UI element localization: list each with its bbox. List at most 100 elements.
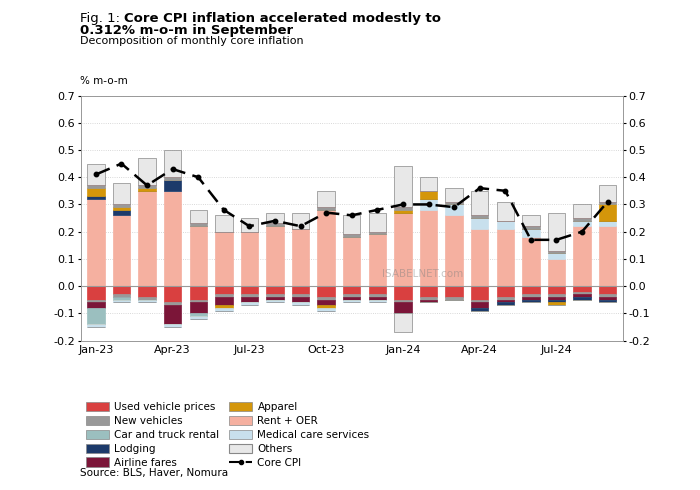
Bar: [190, 300, 207, 302]
Bar: [215, 297, 232, 305]
Bar: [496, 229, 514, 286]
Bar: [139, 297, 155, 300]
Bar: [394, 300, 412, 302]
Bar: [496, 221, 514, 229]
Bar: [548, 213, 565, 251]
Bar: [241, 218, 258, 232]
Bar: [343, 215, 360, 234]
Bar: [445, 188, 463, 202]
Bar: [496, 302, 514, 305]
Bar: [445, 215, 463, 286]
Bar: [496, 297, 514, 300]
Bar: [318, 300, 335, 305]
Bar: [343, 237, 360, 286]
Bar: [113, 207, 130, 210]
Bar: [292, 297, 309, 302]
Bar: [343, 294, 360, 297]
Bar: [215, 308, 232, 311]
Bar: [599, 204, 616, 221]
Bar: [573, 218, 591, 221]
Bar: [266, 300, 284, 302]
Bar: [190, 210, 207, 223]
Bar: [164, 302, 181, 305]
Bar: [573, 226, 591, 286]
Bar: [215, 294, 232, 297]
Bar: [522, 300, 540, 302]
Bar: [548, 251, 565, 253]
Bar: [241, 286, 258, 294]
Bar: [139, 286, 155, 297]
Bar: [573, 204, 591, 218]
Bar: [522, 286, 540, 294]
Bar: [599, 202, 616, 204]
Bar: [522, 297, 540, 300]
Bar: [369, 297, 386, 300]
Bar: [318, 286, 335, 297]
Bar: [266, 223, 284, 226]
Bar: [292, 213, 309, 229]
Bar: [88, 188, 104, 196]
Bar: [394, 286, 412, 300]
Bar: [113, 294, 130, 297]
Bar: [190, 313, 207, 316]
Bar: [343, 300, 360, 302]
Bar: [88, 185, 104, 188]
Bar: [548, 302, 565, 305]
Bar: [318, 191, 335, 207]
Bar: [471, 286, 489, 300]
Bar: [548, 294, 565, 297]
Bar: [369, 234, 386, 286]
Bar: [471, 191, 489, 215]
Bar: [369, 300, 386, 302]
Bar: [266, 213, 284, 223]
Bar: [420, 199, 438, 210]
Bar: [215, 232, 232, 286]
Bar: [471, 229, 489, 286]
Bar: [190, 302, 207, 313]
Bar: [88, 196, 104, 199]
Bar: [241, 302, 258, 305]
Bar: [420, 191, 438, 199]
Bar: [522, 237, 540, 286]
Bar: [266, 226, 284, 286]
Text: 0.312% m-o-m in September: 0.312% m-o-m in September: [80, 24, 293, 37]
Bar: [113, 183, 130, 204]
Bar: [599, 294, 616, 297]
Bar: [139, 300, 155, 302]
Bar: [113, 204, 130, 207]
Bar: [215, 215, 232, 232]
Bar: [215, 305, 232, 308]
Bar: [139, 191, 155, 286]
Bar: [88, 199, 104, 286]
Bar: [139, 185, 155, 188]
Bar: [548, 259, 565, 286]
Bar: [113, 210, 130, 215]
Bar: [113, 297, 130, 300]
Bar: [292, 294, 309, 297]
Bar: [369, 213, 386, 232]
Bar: [88, 286, 104, 300]
Bar: [343, 297, 360, 300]
Bar: [445, 286, 463, 297]
Bar: [394, 207, 412, 210]
Bar: [445, 202, 463, 204]
Bar: [190, 226, 207, 286]
Bar: [471, 215, 489, 218]
Bar: [164, 191, 181, 286]
Bar: [88, 164, 104, 185]
Bar: [241, 232, 258, 286]
Bar: [164, 286, 181, 302]
Bar: [522, 215, 540, 226]
Bar: [420, 210, 438, 286]
Text: Fig. 1:: Fig. 1:: [80, 12, 129, 25]
Bar: [190, 223, 207, 226]
Bar: [318, 305, 335, 308]
Bar: [522, 226, 540, 229]
Bar: [266, 294, 284, 297]
Bar: [548, 286, 565, 294]
Text: Core CPI inflation accelerated modestly to: Core CPI inflation accelerated modestly …: [124, 12, 441, 25]
Bar: [190, 316, 207, 319]
Bar: [471, 302, 489, 308]
Bar: [573, 286, 591, 292]
Bar: [573, 221, 591, 226]
